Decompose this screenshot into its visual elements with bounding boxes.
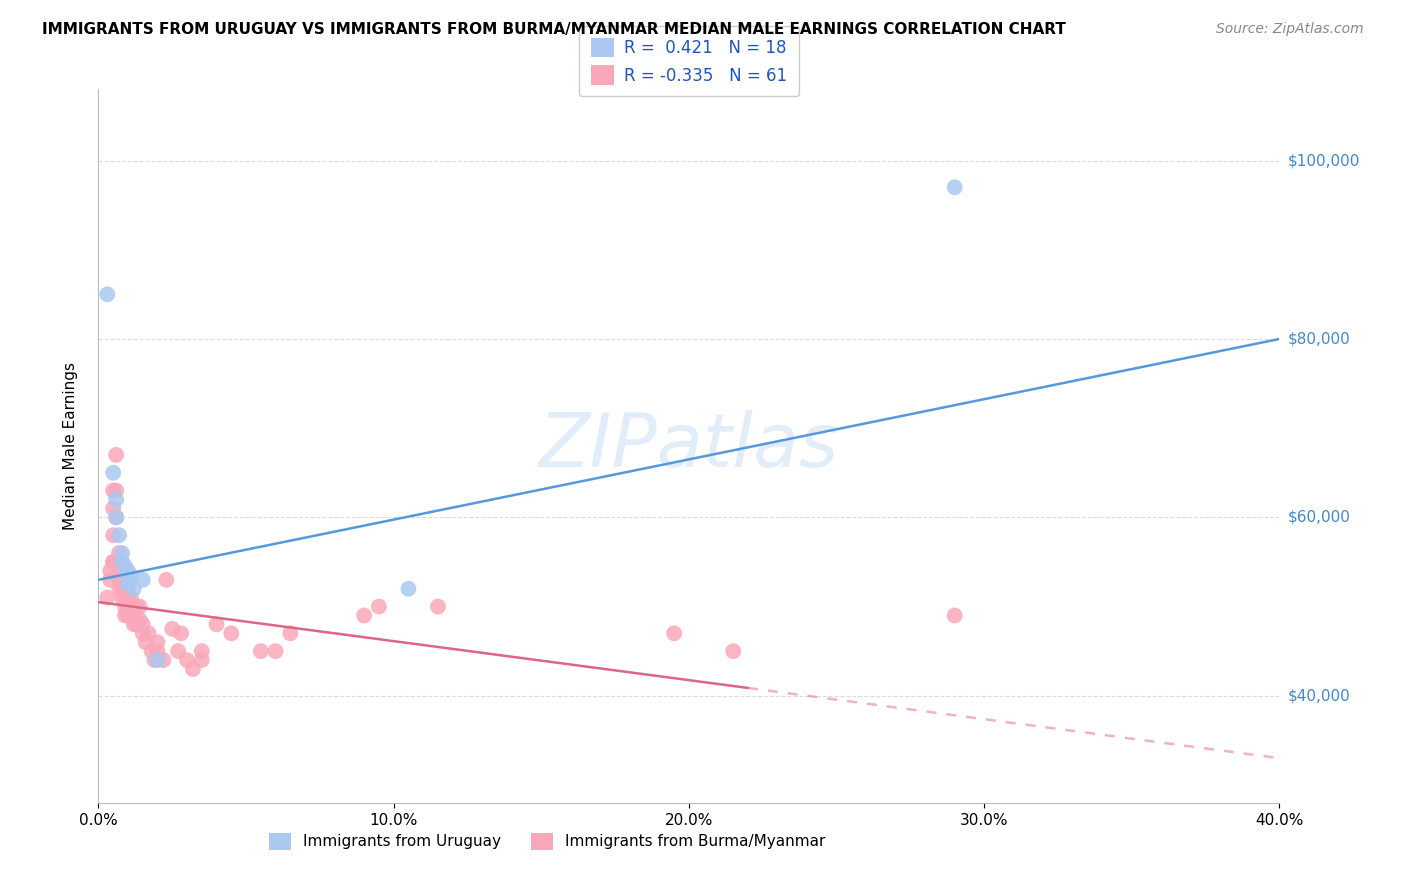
Text: $60,000: $60,000: [1288, 510, 1351, 524]
Point: [111, 591, 134, 605]
Point: [108, 528, 131, 542]
Point: [122, 582, 145, 596]
Point: [105, 510, 128, 524]
Point: [125, 599, 148, 614]
Point: [105, 510, 128, 524]
Point: [152, 653, 174, 667]
Point: [120, 568, 142, 582]
Point: [128, 613, 150, 627]
Point: [103, 501, 125, 516]
Text: Source: ZipAtlas.com: Source: ZipAtlas.com: [1216, 22, 1364, 37]
Point: [103, 555, 125, 569]
Point: [170, 626, 193, 640]
Point: [664, 626, 686, 640]
Point: [114, 599, 136, 614]
Point: [176, 653, 198, 667]
Point: [114, 591, 136, 605]
Point: [98, 564, 121, 578]
Point: [108, 546, 131, 560]
Point: [146, 644, 169, 658]
Point: [105, 492, 128, 507]
Point: [943, 180, 966, 194]
Point: [103, 483, 125, 498]
Point: [117, 582, 139, 596]
Point: [146, 653, 169, 667]
Point: [146, 635, 169, 649]
Point: [191, 653, 214, 667]
Point: [132, 573, 155, 587]
Point: [108, 573, 131, 587]
Legend: Immigrants from Uruguay, Immigrants from Burma/Myanmar: Immigrants from Uruguay, Immigrants from…: [260, 823, 834, 859]
Point: [117, 577, 139, 591]
Point: [114, 608, 136, 623]
Point: [98, 573, 121, 587]
Point: [117, 573, 139, 587]
Point: [264, 644, 287, 658]
Point: [108, 582, 131, 596]
Point: [132, 617, 155, 632]
Text: ZIPatlas: ZIPatlas: [538, 410, 839, 482]
Point: [250, 644, 273, 658]
Point: [108, 564, 131, 578]
Point: [111, 555, 134, 569]
Y-axis label: Median Male Earnings: Median Male Earnings: [63, 362, 77, 530]
Point: [122, 617, 145, 632]
Point: [138, 626, 160, 640]
Point: [398, 582, 420, 596]
Text: $80,000: $80,000: [1288, 332, 1351, 346]
Text: $100,000: $100,000: [1288, 153, 1360, 168]
Point: [132, 626, 155, 640]
Point: [128, 599, 150, 614]
Point: [368, 599, 391, 614]
Point: [111, 555, 134, 569]
Point: [117, 591, 139, 605]
Point: [117, 599, 139, 614]
Point: [103, 528, 125, 542]
Text: IMMIGRANTS FROM URUGUAY VS IMMIGRANTS FROM BURMA/MYANMAR MEDIAN MALE EARNINGS CO: IMMIGRANTS FROM URUGUAY VS IMMIGRANTS FR…: [42, 22, 1066, 37]
Point: [111, 582, 134, 596]
Point: [105, 448, 128, 462]
Point: [205, 617, 228, 632]
Point: [122, 608, 145, 623]
Point: [114, 559, 136, 574]
Point: [105, 483, 128, 498]
Point: [427, 599, 450, 614]
Point: [280, 626, 302, 640]
Point: [135, 635, 157, 649]
Point: [117, 608, 139, 623]
Point: [191, 644, 214, 658]
Point: [143, 653, 166, 667]
Point: [120, 591, 142, 605]
Point: [155, 573, 177, 587]
Point: [96, 287, 118, 301]
Text: $40,000: $40,000: [1288, 689, 1351, 703]
Point: [167, 644, 190, 658]
Point: [125, 617, 148, 632]
Point: [103, 466, 125, 480]
Point: [141, 644, 163, 658]
Point: [723, 644, 745, 658]
Point: [117, 564, 139, 578]
Point: [120, 599, 142, 614]
Point: [162, 622, 183, 636]
Point: [943, 608, 966, 623]
Point: [103, 555, 125, 569]
Point: [181, 662, 204, 676]
Point: [111, 546, 134, 560]
Point: [96, 591, 118, 605]
Point: [353, 608, 375, 623]
Point: [221, 626, 243, 640]
